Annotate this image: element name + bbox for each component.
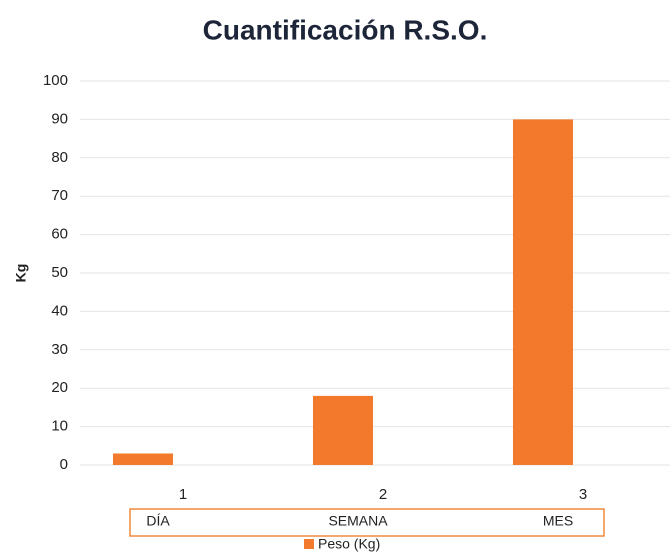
- y-tick-label: 10: [51, 418, 68, 435]
- x-tick-label: 2: [379, 486, 387, 503]
- legend-swatch: [304, 539, 314, 549]
- y-tick-label: 60: [51, 226, 68, 243]
- legend-label: Peso (Kg): [318, 536, 380, 552]
- x-tick-label: 1: [179, 486, 187, 503]
- y-tick-label: 30: [51, 341, 68, 358]
- y-tick-label: 90: [51, 110, 68, 127]
- category-label: SEMANA: [328, 513, 388, 529]
- y-tick-label: 50: [51, 264, 68, 281]
- y-tick-label: 20: [51, 379, 68, 396]
- bar: [513, 119, 573, 466]
- y-tick-label: 100: [43, 72, 68, 89]
- category-label: MES: [543, 513, 573, 529]
- bar: [113, 453, 173, 465]
- y-tick-label: 40: [51, 302, 68, 319]
- category-label: DÍA: [146, 513, 170, 529]
- y-tick-label: 70: [51, 187, 68, 204]
- y-tick-label: 80: [51, 149, 68, 166]
- y-axis-label: Kg: [13, 264, 29, 283]
- chart-title: Cuantificación R.S.O.: [203, 14, 488, 45]
- category-box: [129, 508, 605, 537]
- x-tick-label: 3: [579, 486, 587, 503]
- bar: [313, 395, 373, 465]
- y-tick-label: 0: [60, 456, 68, 473]
